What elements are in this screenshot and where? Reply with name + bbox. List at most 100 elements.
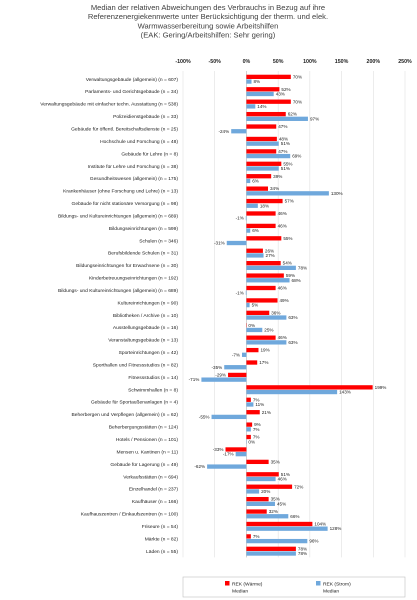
value-label: 5% <box>252 303 259 308</box>
category-label: Kaufhäuser (n = 166) <box>132 499 178 505</box>
value-label: 21% <box>262 410 271 415</box>
bar-waerme <box>246 422 253 427</box>
value-label: 96% <box>309 539 318 544</box>
value-label: 78% <box>298 546 307 551</box>
value-label: 36% <box>271 310 280 315</box>
legend-label-strom: Median <box>323 589 339 595</box>
bar-waerme <box>246 74 291 80</box>
value-label: -29% <box>215 372 226 377</box>
bar-strom <box>246 191 329 196</box>
value-label: 51% <box>281 141 290 146</box>
legend-label-waerme: Median <box>232 589 248 595</box>
chart-title-line: Median der relativen Abweichungen des Ve… <box>91 3 325 12</box>
bar-strom <box>246 153 291 159</box>
category-label: Schulen (n = 346) <box>139 238 178 244</box>
value-label: 63% <box>288 340 297 345</box>
category-label: Gebäude für Lehre (n = 8) <box>121 151 178 157</box>
value-label: 9% <box>254 422 261 427</box>
value-label: 34% <box>270 186 279 191</box>
bar-waerme <box>246 99 291 104</box>
value-label: -62% <box>194 464 205 469</box>
value-label: 7% <box>253 397 260 402</box>
value-label: 20% <box>261 489 270 494</box>
value-label: -35% <box>211 365 222 370</box>
bar-waerme <box>246 261 281 266</box>
value-label: 45% <box>277 501 286 506</box>
category-label: Märkte (n = 82) <box>145 536 179 542</box>
value-label: 51% <box>281 472 290 477</box>
value-label: -7% <box>232 352 240 357</box>
chart-title: Median der relativen Abweichungen des Ve… <box>88 3 328 40</box>
bar-waerme <box>246 223 276 229</box>
category-label: Bildungseinrichtungen für Erwachsene (n … <box>76 263 178 269</box>
value-label: 6% <box>252 228 259 233</box>
value-labels: 70%8%52%43%70%14%62%97%47%-24%48%51%47%6… <box>189 74 387 556</box>
value-label: 0% <box>248 323 255 328</box>
value-label: 47% <box>278 124 287 129</box>
category-label: Hotels / Pensionen (n = 101) <box>116 437 178 443</box>
bar-waerme <box>246 410 260 415</box>
bar-strom <box>245 216 247 221</box>
value-label: -71% <box>189 377 200 382</box>
value-label: 27% <box>266 253 275 258</box>
value-label: 7% <box>253 534 260 539</box>
category-label: Gebäude für nicht stationäre Versorgung … <box>72 201 179 207</box>
x-tick-label: -50% <box>209 59 222 65</box>
bar-strom <box>211 414 247 420</box>
value-label: 59% <box>286 273 295 278</box>
value-label: 39% <box>273 174 282 179</box>
value-label: 14% <box>257 104 266 109</box>
bar-strom <box>246 340 287 345</box>
value-label: 128% <box>330 526 342 531</box>
bar-waerme <box>246 111 286 117</box>
bar-waerme <box>246 310 270 315</box>
bar-strom <box>246 427 251 432</box>
category-label: Gebäude für öffentl. Bereitschaftsdienst… <box>71 126 178 132</box>
bar-waerme <box>246 136 277 142</box>
x-tick-label: 50% <box>273 59 284 65</box>
bar-waerme <box>246 285 276 291</box>
value-label: 7% <box>253 435 260 440</box>
chart-title-line: Warmwasserbereitung sowie Arbeitshilfen <box>138 21 279 30</box>
x-tick-label: 100% <box>303 59 317 65</box>
value-label: -17% <box>223 452 234 457</box>
category-label: Gebäude für Sportaußenanlagen (n = 4) <box>91 400 179 406</box>
bars <box>201 74 373 556</box>
bar-strom <box>246 278 290 283</box>
value-label: 6% <box>252 178 259 183</box>
value-label: -55% <box>199 414 210 419</box>
value-label: 35% <box>271 459 280 464</box>
bar-strom <box>207 464 247 469</box>
bar-waerme <box>246 248 263 253</box>
bar-strom <box>241 352 247 357</box>
value-label: 97% <box>310 116 319 121</box>
legend-label-strom: REK (Strom) <box>323 582 351 588</box>
value-label: -1% <box>236 290 244 295</box>
category-label: Mensen u. Kantinen (n = 11) <box>117 449 179 455</box>
bar-waerme <box>246 211 276 216</box>
value-label: 46% <box>278 335 287 340</box>
value-label: 35% <box>271 497 280 502</box>
bar-strom <box>246 228 251 233</box>
value-label: 143% <box>339 390 351 395</box>
value-label: 68% <box>292 278 301 283</box>
value-label: 69% <box>292 154 301 159</box>
category-label: Bibliotheken / Archive (n = 10) <box>113 313 178 319</box>
value-label: -33% <box>213 447 224 452</box>
x-tick-label: 0% <box>243 59 251 65</box>
bar-strom <box>246 538 308 544</box>
value-label: 52% <box>281 87 290 92</box>
category-label: Kinderbetreuungseinrichtungen (n = 192) <box>89 276 178 282</box>
category-label: Parlaments- und Gerichtsgebäude (n = 34) <box>85 89 178 95</box>
x-tick-label: 200% <box>367 59 381 65</box>
bar-waerme <box>246 236 282 241</box>
chart-title-line: (EAK: Gering/Arbeitshilfen: Sehr gering) <box>141 31 276 40</box>
bar-waerme <box>246 273 284 278</box>
bar-waerme <box>246 459 269 465</box>
chart-title-line: Referenzenergiekennwerte unter Berücksic… <box>88 12 328 21</box>
bar-strom <box>246 104 256 109</box>
bar-strom <box>246 79 252 84</box>
bar-waerme <box>246 546 296 551</box>
